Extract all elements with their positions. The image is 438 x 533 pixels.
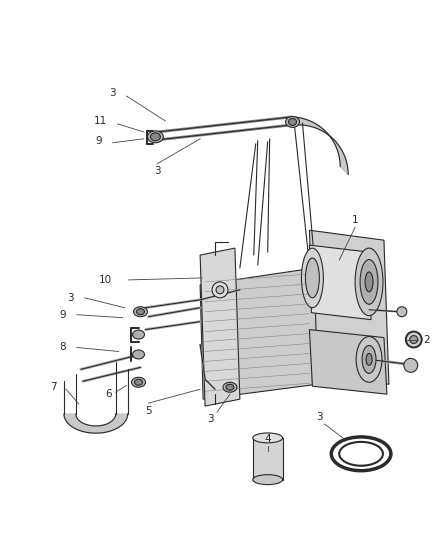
Polygon shape [333, 141, 343, 151]
Polygon shape [309, 329, 387, 394]
Ellipse shape [223, 382, 237, 392]
Ellipse shape [253, 475, 283, 484]
Text: 10: 10 [99, 275, 112, 285]
Ellipse shape [360, 260, 378, 304]
Circle shape [404, 358, 418, 373]
Ellipse shape [150, 133, 160, 141]
Text: 3: 3 [67, 293, 74, 303]
Circle shape [216, 286, 224, 294]
Ellipse shape [355, 248, 383, 316]
Polygon shape [339, 159, 348, 169]
Circle shape [410, 336, 418, 343]
Bar [253, 438, 283, 480]
Polygon shape [309, 230, 389, 384]
Polygon shape [328, 134, 338, 144]
Polygon shape [311, 122, 322, 131]
Polygon shape [316, 124, 326, 133]
Ellipse shape [133, 350, 145, 359]
Polygon shape [200, 268, 318, 399]
Polygon shape [301, 118, 312, 127]
Text: 7: 7 [50, 382, 57, 392]
Polygon shape [330, 136, 339, 147]
Polygon shape [290, 117, 301, 125]
Polygon shape [332, 139, 341, 149]
Polygon shape [314, 123, 324, 132]
Polygon shape [309, 245, 371, 320]
Text: 5: 5 [145, 406, 152, 416]
Polygon shape [340, 164, 348, 175]
Text: 9: 9 [60, 310, 66, 320]
Polygon shape [338, 151, 346, 161]
Polygon shape [296, 117, 307, 126]
Text: 9: 9 [95, 136, 102, 146]
Ellipse shape [305, 258, 319, 298]
Polygon shape [325, 131, 335, 140]
Ellipse shape [366, 353, 372, 365]
Text: 11: 11 [94, 116, 107, 126]
Ellipse shape [356, 336, 382, 382]
Text: 8: 8 [60, 343, 66, 352]
Polygon shape [309, 120, 319, 130]
Text: 1: 1 [352, 215, 358, 225]
Ellipse shape [137, 309, 145, 314]
Ellipse shape [148, 131, 163, 143]
Text: 3: 3 [110, 88, 116, 98]
Polygon shape [321, 127, 331, 137]
Ellipse shape [133, 330, 145, 339]
Text: 3: 3 [207, 414, 213, 424]
Ellipse shape [362, 345, 376, 373]
Ellipse shape [253, 433, 283, 443]
Ellipse shape [289, 118, 297, 125]
Text: 3: 3 [316, 412, 323, 422]
Ellipse shape [134, 379, 142, 385]
Ellipse shape [301, 248, 323, 308]
Polygon shape [304, 119, 314, 127]
Circle shape [397, 307, 407, 317]
Ellipse shape [365, 272, 373, 292]
Ellipse shape [286, 116, 300, 127]
Polygon shape [323, 129, 332, 139]
Polygon shape [337, 148, 346, 159]
Text: 4: 4 [265, 434, 271, 444]
Polygon shape [335, 143, 343, 154]
Polygon shape [339, 154, 347, 164]
Circle shape [212, 282, 228, 298]
Polygon shape [299, 118, 309, 126]
Circle shape [406, 332, 422, 348]
Polygon shape [327, 133, 336, 142]
Polygon shape [200, 248, 240, 406]
Polygon shape [336, 146, 345, 156]
Ellipse shape [226, 384, 234, 390]
Polygon shape [64, 414, 127, 433]
Ellipse shape [131, 377, 145, 387]
Polygon shape [307, 119, 317, 128]
Polygon shape [318, 125, 328, 135]
Text: 2: 2 [424, 335, 430, 344]
Ellipse shape [134, 307, 148, 317]
Text: 3: 3 [154, 166, 161, 175]
Text: 6: 6 [106, 389, 112, 399]
Polygon shape [339, 156, 347, 166]
Polygon shape [293, 117, 304, 125]
Polygon shape [340, 161, 348, 172]
